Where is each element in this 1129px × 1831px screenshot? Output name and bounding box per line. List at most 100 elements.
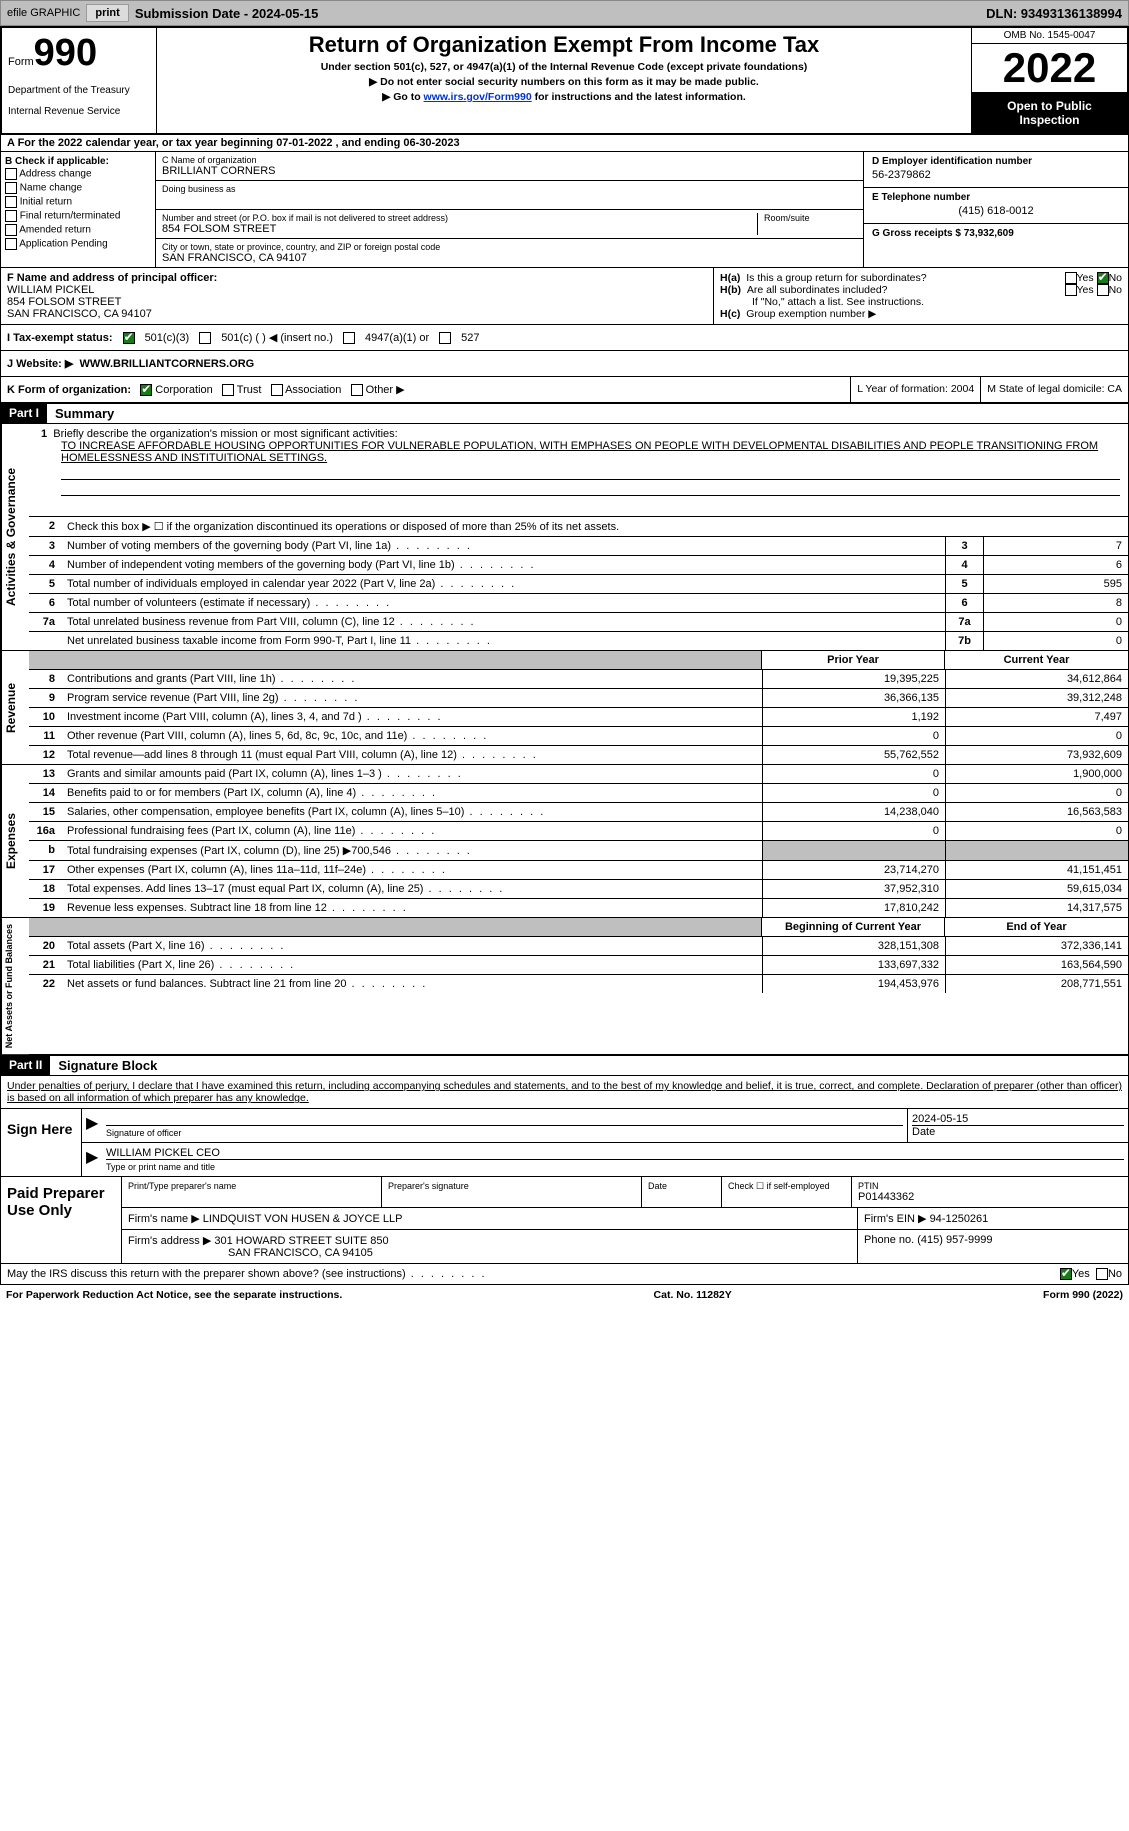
klm-row: K Form of organization: Corporation Trus… <box>0 377 1129 403</box>
submission-date: Submission Date - 2024-05-15 <box>135 6 319 21</box>
may-irs-yes[interactable] <box>1060 1268 1072 1280</box>
4947-label: 4947(a)(1) or <box>365 332 429 344</box>
table-row: 22Net assets or fund balances. Subtract … <box>29 975 1128 993</box>
footer: For Paperwork Reduction Act Notice, see … <box>0 1285 1129 1305</box>
firm-name: LINDQUIST VON HUSEN & JOYCE LLP <box>203 1213 403 1225</box>
officer-addr1: 854 FOLSOM STREET <box>7 296 707 308</box>
officer-addr2: SAN FRANCISCO, CA 94107 <box>7 308 707 320</box>
firm-addr-label: Firm's address ▶ <box>128 1235 211 1247</box>
527-label: 527 <box>461 332 479 344</box>
check-address[interactable] <box>5 168 17 180</box>
check-527[interactable] <box>439 332 451 344</box>
org-name-label: C Name of organization <box>162 155 857 165</box>
firm-addr2: SAN FRANCISCO, CA 94105 <box>128 1247 373 1259</box>
check-other[interactable] <box>351 384 363 396</box>
check-corp[interactable] <box>140 384 152 396</box>
firm-ein: 94-1250261 <box>930 1213 989 1225</box>
ein-label: D Employer identification number <box>872 156 1120 167</box>
paid-preparer-block: Paid Preparer Use Only Print/Type prepar… <box>0 1177 1129 1264</box>
ha-yes[interactable] <box>1065 272 1077 284</box>
part-2-label: Part II <box>1 1056 50 1075</box>
i-label: I Tax-exempt status: <box>7 332 113 344</box>
ein-value: 56-2379862 <box>872 167 1120 183</box>
print-button[interactable]: print <box>86 4 128 22</box>
check-amended[interactable] <box>5 224 17 236</box>
may-irs-text: May the IRS discuss this return with the… <box>7 1268 1060 1280</box>
goto-post: for instructions and the latest informat… <box>532 91 746 103</box>
dln-label: DLN: 93493136138994 <box>986 6 1122 21</box>
sig-block-title: Signature Block <box>50 1056 1128 1075</box>
room-label: Room/suite <box>764 213 857 223</box>
check-pending[interactable] <box>5 238 17 250</box>
hc-label: Group exemption number ▶ <box>746 308 876 320</box>
firm-name-label: Firm's name ▶ <box>128 1213 200 1225</box>
declaration: Under penalties of perjury, I declare th… <box>0 1076 1129 1109</box>
phone-value: (415) 618-0012 <box>872 203 1120 219</box>
firm-addr1: 301 HOWARD STREET SUITE 850 <box>214 1235 388 1247</box>
other-label: Other ▶ <box>366 384 405 396</box>
state-domicile: M State of legal domicile: CA <box>980 377 1128 402</box>
form-title: Return of Organization Exempt From Incom… <box>161 32 967 58</box>
eoy-hdr: End of Year <box>945 918 1128 936</box>
final-return-label: Final return/terminated <box>20 211 121 222</box>
city-label: City or town, state or province, country… <box>162 242 857 252</box>
ptin-value: P01443362 <box>858 1191 1122 1203</box>
table-row: 17Other expenses (Part IX, column (A), l… <box>29 861 1128 880</box>
date-label: Date <box>912 1125 1124 1138</box>
prep-sig-label: Preparer's signature <box>388 1181 635 1191</box>
hb-no[interactable] <box>1097 284 1109 296</box>
omb-number: OMB No. 1545-0047 <box>972 28 1127 44</box>
sig-officer-label: Signature of officer <box>106 1125 903 1138</box>
check-initial[interactable] <box>5 196 17 208</box>
address-value: 854 FOLSOM STREET <box>162 223 757 235</box>
netassets-block: Net Assets or Fund Balances Beginning of… <box>0 918 1129 1055</box>
check-501c3[interactable] <box>123 332 135 344</box>
check-4947[interactable] <box>343 332 355 344</box>
irs-link[interactable]: www.irs.gov/Form990 <box>424 91 532 103</box>
check-assoc[interactable] <box>271 384 283 396</box>
tax-status-row: I Tax-exempt status: 501(c)(3) 501(c) ( … <box>0 325 1129 351</box>
name-change-label: Name change <box>20 183 82 194</box>
ha-no[interactable] <box>1097 272 1109 284</box>
trust-label: Trust <box>237 384 262 396</box>
k-label: K Form of organization: <box>7 384 131 396</box>
line-4: Number of independent voting members of … <box>61 556 945 574</box>
entity-block: B Check if applicable: Address change Na… <box>0 152 1129 268</box>
subtitle-1: Under section 501(c), 527, or 4947(a)(1)… <box>161 61 967 73</box>
no-label-2: No <box>1109 284 1122 296</box>
line-7b: Net unrelated business taxable income fr… <box>61 632 945 650</box>
prior-year-hdr: Prior Year <box>762 651 945 669</box>
table-row: 12Total revenue—add lines 8 through 11 (… <box>29 746 1128 764</box>
check-trust[interactable] <box>222 384 234 396</box>
check-501c[interactable] <box>199 332 211 344</box>
no-label-3: No <box>1108 1268 1122 1280</box>
line-7a: Total unrelated business revenue from Pa… <box>61 613 945 631</box>
firm-phone: (415) 957-9999 <box>917 1234 992 1246</box>
arrow-icon: ▶ <box>82 1109 102 1142</box>
officer-block: F Name and address of principal officer:… <box>0 268 1129 325</box>
dept-treasury: Department of the Treasury <box>8 85 150 96</box>
website-row: J Website: ▶ WWW.BRILLIANTCORNERS.ORG <box>0 351 1129 377</box>
phone-label: E Telephone number <box>872 192 1120 203</box>
hb-label: Are all subordinates included? <box>747 284 1065 296</box>
revenue-block: Revenue Prior YearCurrent Year 8Contribu… <box>0 651 1129 765</box>
may-irs-discuss: May the IRS discuss this return with the… <box>0 1264 1129 1285</box>
side-netassets: Net Assets or Fund Balances <box>1 918 29 1054</box>
b-header: B Check if applicable: <box>5 156 151 167</box>
address-label: Number and street (or P.O. box if mail i… <box>162 213 757 223</box>
part-1-label: Part I <box>1 404 47 423</box>
irs-label: Internal Revenue Service <box>8 106 150 117</box>
check-name[interactable] <box>5 182 17 194</box>
table-row: 20Total assets (Part X, line 16)328,151,… <box>29 937 1128 956</box>
current-year-hdr: Current Year <box>945 651 1128 669</box>
prep-name-label: Print/Type preparer's name <box>128 1181 375 1191</box>
hb-note: If "No," attach a list. See instructions… <box>720 296 1122 308</box>
summary-title: Summary <box>47 404 1128 423</box>
may-irs-no[interactable] <box>1096 1268 1108 1280</box>
officer-label: F Name and address of principal officer: <box>7 272 707 284</box>
self-employed: Check ☐ if self-employed <box>722 1177 852 1207</box>
hb-yes[interactable] <box>1065 284 1077 296</box>
no-label: No <box>1109 272 1122 284</box>
check-final[interactable] <box>5 210 17 222</box>
ha-label: Is this a group return for subordinates? <box>746 272 1064 284</box>
